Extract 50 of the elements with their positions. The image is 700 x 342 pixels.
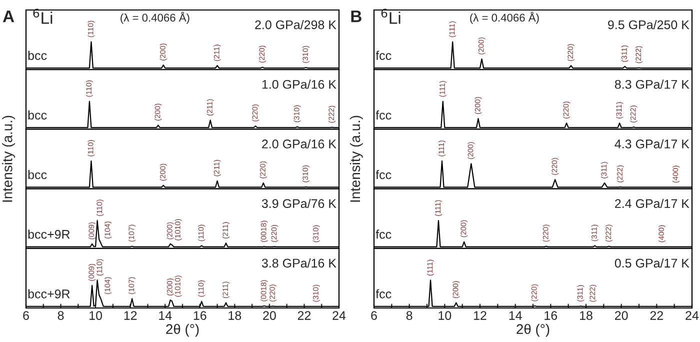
chart-title: 2.0 GPa/16 K: [262, 139, 336, 148]
x-tick-label: 8: [406, 311, 412, 320]
chart-title: 3.9 GPa/76 K: [262, 198, 336, 208]
text: (λ = 0.4066 Å): [470, 12, 539, 24]
series-label: bcc: [28, 110, 47, 120]
x-axis-title: 2θ (°): [166, 324, 199, 337]
x-tick-label: 10: [90, 311, 102, 320]
x-tick-label: 22: [650, 311, 663, 320]
text: A: [2, 10, 14, 22]
series-label: fcc: [376, 50, 392, 60]
x-tick-label: 8: [58, 311, 64, 320]
x-tick-label: 16: [194, 311, 206, 320]
chart-title: 2.0 GPa/298 K: [255, 20, 336, 30]
x-tick-label: 18: [580, 311, 592, 320]
text: (λ = 0.4066 Å): [120, 12, 190, 24]
x-tick-label: 6: [371, 311, 377, 320]
series-label: bcc+9R: [28, 289, 70, 298]
y-axis-title: Intensity (a.u.): [350, 116, 363, 202]
x-tick-label: 24: [332, 311, 346, 320]
y-axis-title: Intensity (a.u.): [2, 116, 16, 202]
chart-title: 0.5 GPa/17 K: [614, 258, 690, 268]
x-tick-label: 16: [544, 311, 558, 320]
series-label: bcc+9R: [28, 230, 70, 239]
x-tick-label: 12: [124, 311, 137, 320]
chart-title: 9.5 GPa/250 K: [608, 20, 690, 30]
x-tick-label: 14: [509, 311, 522, 320]
chart-title: 1.0 GPa/16 K: [262, 80, 336, 89]
x-axis-title: 2θ (°): [516, 324, 550, 337]
x-tick-label: 14: [159, 311, 172, 320]
series-label: fcc: [376, 170, 392, 180]
chart-title: 8.3 GPa/17 K: [614, 80, 690, 89]
text: $^{6}$Li: [33, 8, 52, 24]
x-tick-label: 22: [298, 311, 311, 320]
series-label: bcc: [28, 50, 47, 60]
x-tick-label: 12: [474, 311, 486, 320]
x-tick-label: 10: [438, 311, 452, 320]
series-label: fcc: [376, 289, 392, 298]
chart-title: 3.8 GPa/16 K: [262, 258, 336, 268]
text: $^{6}$Li: [381, 8, 400, 24]
x-tick-label: 24: [686, 311, 699, 320]
x-tick-label: 18: [228, 311, 242, 320]
series-label: fcc: [376, 230, 392, 239]
chart-title: 4.3 GPa/17 K: [614, 139, 690, 148]
text: B: [351, 10, 362, 22]
x-tick-label: 6: [23, 311, 29, 320]
series-label: fcc: [376, 110, 392, 120]
series-label: bcc: [28, 170, 47, 180]
x-tick-label: 20: [615, 311, 628, 320]
chart-title: 2.4 GPa/17 K: [615, 198, 690, 208]
x-tick-label: 20: [263, 311, 276, 320]
